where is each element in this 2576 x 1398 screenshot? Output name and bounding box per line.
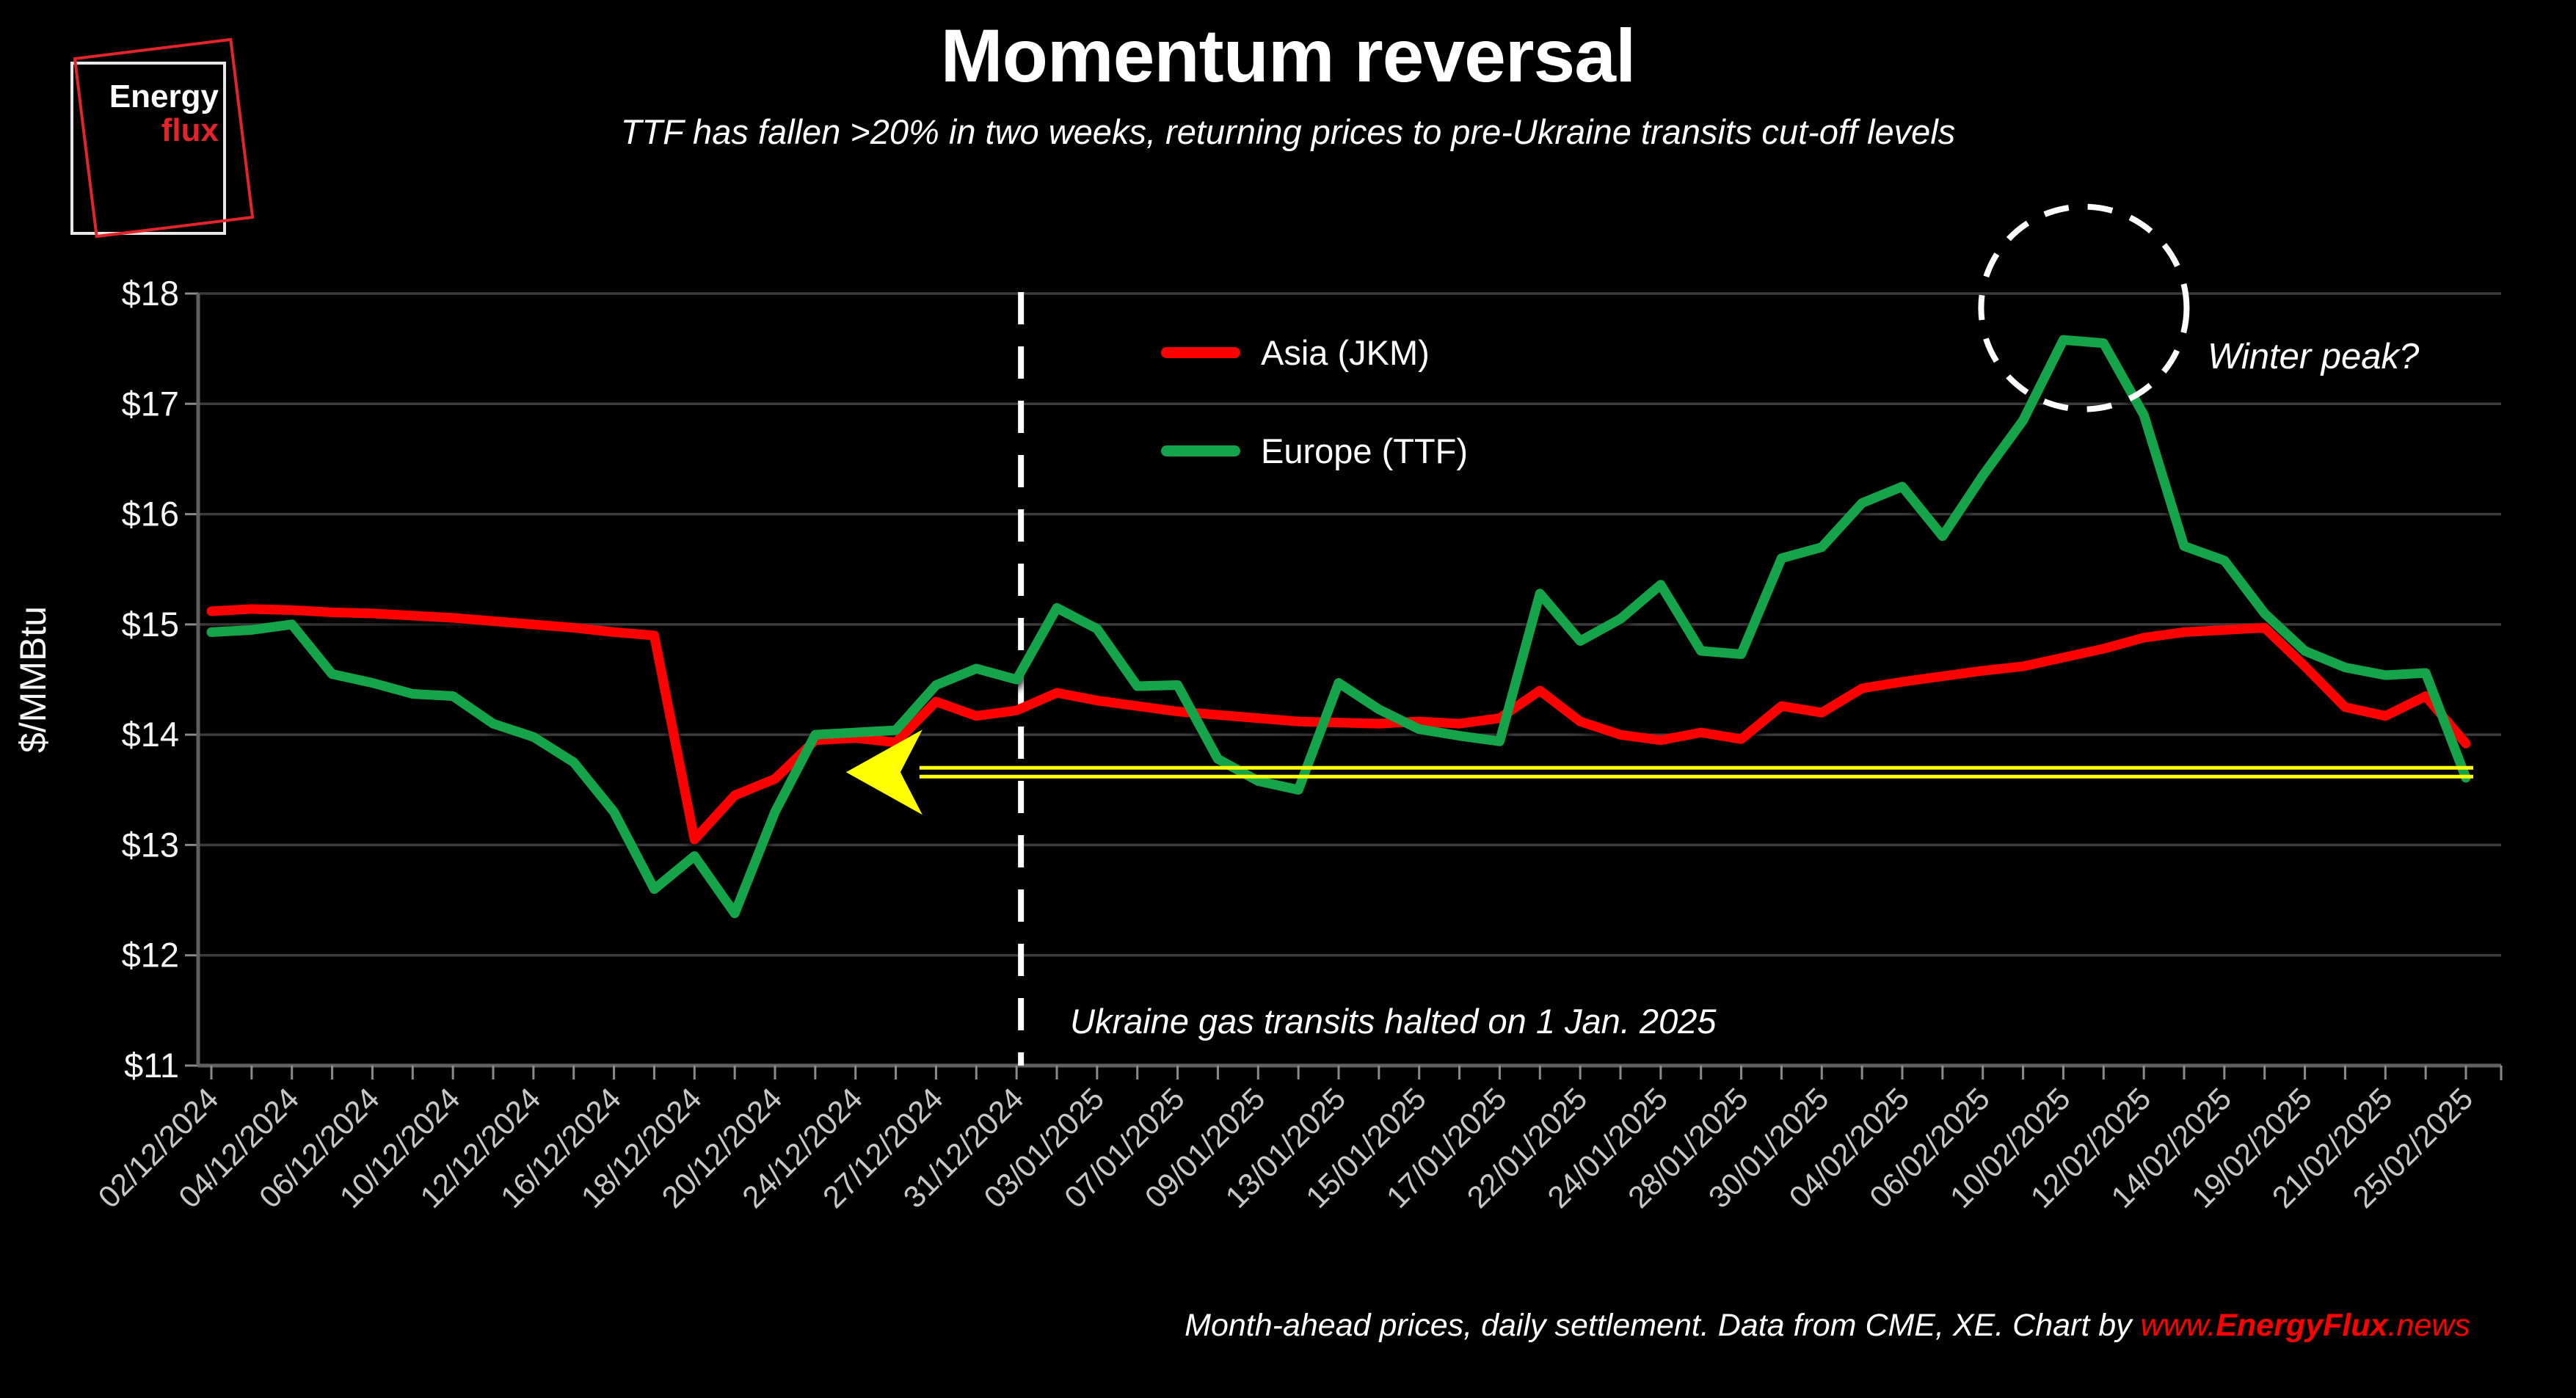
chart-legend: Asia (JKM) Europe (TTF) — [1161, 329, 1468, 525]
legend-item-europe-ttf: Europe (TTF) — [1161, 427, 1468, 474]
svg-text:$17: $17 — [122, 384, 179, 423]
caption-link-name: EnergyFlux — [2216, 1308, 2388, 1343]
svg-text:$12: $12 — [122, 936, 179, 975]
svg-text:$13: $13 — [122, 825, 179, 864]
source-caption: Month-ahead prices, daily settlement. Da… — [1185, 1308, 2470, 1344]
logo-white-frame — [70, 62, 226, 235]
svg-text:$/MMBtu: $/MMBtu — [12, 606, 54, 753]
logo-word-flux: flux — [161, 112, 219, 148]
page-title: Momentum reversal — [940, 14, 1637, 98]
svg-text:$16: $16 — [122, 495, 179, 534]
legend-label: Europe (TTF) — [1261, 431, 1469, 470]
svg-text:$11: $11 — [124, 1046, 179, 1085]
svg-text:$18: $18 — [122, 274, 179, 313]
annotation-winter-peak: Winter peak? — [2208, 337, 2420, 376]
legend-item-asia-jkm: Asia (JKM) — [1161, 329, 1468, 376]
page-subtitle: TTF has fallen >20% in two weeks, return… — [620, 112, 1956, 151]
svg-text:$14: $14 — [122, 715, 179, 754]
legend-swatch-green — [1161, 445, 1240, 456]
logo-word-energy: Energy — [109, 79, 219, 114]
annotation-ukraine-transit-halt: Ukraine gas transits halted on 1 Jan. 20… — [1070, 1002, 1717, 1041]
logo-wordmark: Energy flux — [51, 81, 219, 147]
legend-label: Asia (JKM) — [1261, 332, 1430, 372]
caption-text: Month-ahead prices, daily settlement. Da… — [1185, 1308, 2141, 1343]
svg-text:$15: $15 — [122, 605, 179, 644]
legend-swatch-red — [1161, 346, 1240, 358]
energyflux-logo: Energy flux — [51, 35, 255, 239]
caption-link-www: www. — [2140, 1308, 2216, 1343]
caption-link-tld: .news — [2387, 1308, 2470, 1343]
